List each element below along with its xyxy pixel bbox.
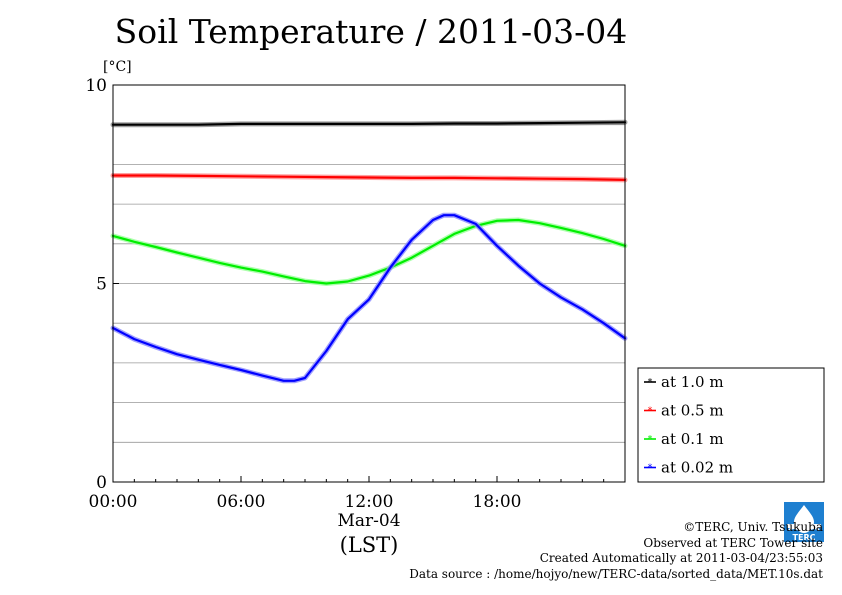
terc-logo-wave-line [788,527,820,533]
terc-logo: TERC [784,502,824,542]
y-axis-unit-label: [°C] [103,59,132,75]
axis-layer: 0 5 10 00:00 06:00 12:00 18:00 [85,76,605,512]
series-line-0 [111,121,627,126]
x-tick-label: 00:00 [89,492,138,512]
x-tick-label: 06:00 [217,492,266,512]
legend-box [637,367,825,483]
y-tick-label: 0 [96,473,107,493]
legend-marker: * [648,435,653,445]
x-tick-label: 12:00 [345,492,394,512]
legend-label: at 1.0 m [661,373,724,391]
legend-label: at 0.1 m [661,430,724,448]
x-axis-title: (LST) [340,533,399,557]
y-tick-label: 10 [85,76,107,96]
series-line-1 [111,174,627,181]
legend-label: at 0.02 m [661,459,733,477]
site-text: Observed at TERC Tower site [643,535,823,550]
legend-marker: * [648,464,653,474]
legend: * at 1.0 m * at 0.5 m * at 0.1 m * at 0.02 m [637,367,825,483]
series-line-3 [111,214,627,382]
terc-logo-wave [787,524,821,528]
legend-marker: * [648,407,653,417]
copyright-text: ©TERC, Univ. Tsukuba [683,520,823,534]
terc-logo-text: TERC [793,533,816,542]
series-glow-2 [110,217,628,286]
page-title: Soil Temperature / 2011-03-04 [114,12,628,51]
series-line-2 [111,218,627,285]
x-tick-label: 18:00 [473,492,522,512]
series-layer [110,119,628,384]
created-text: Created Automatically at 2011-03-04/23:5… [539,551,823,565]
x-axis-date-label: Mar-04 [337,511,400,531]
legend-marker: * [648,378,653,388]
legend-label: at 0.5 m [661,402,724,420]
y-tick-label: 5 [96,275,107,295]
credits: ©TERC, Univ. Tsukuba Observed at TERC To… [409,520,823,582]
data-source-text: Data source : /home/hojyo/new/TERC-data/… [409,566,823,581]
grid-layer [113,124,625,443]
